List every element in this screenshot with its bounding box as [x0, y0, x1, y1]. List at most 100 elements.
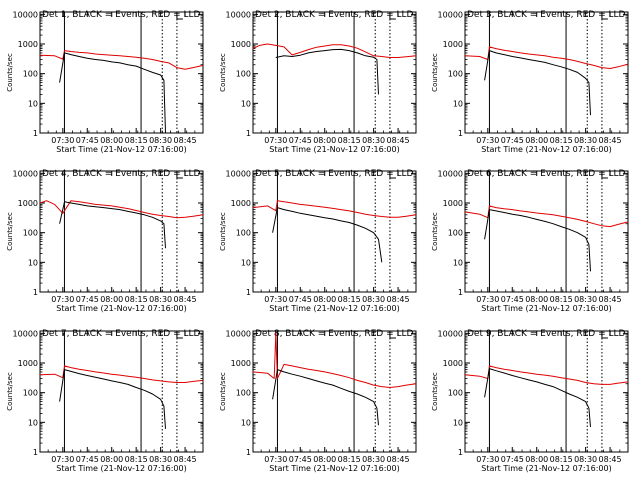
y-tick-label: 10	[28, 418, 38, 427]
interval-bracket	[389, 13, 396, 20]
x-tick-label: 08:00	[313, 455, 336, 464]
y-tick-label: 1	[33, 288, 38, 297]
x-tick-label: 07:45	[76, 455, 99, 464]
x-tick-label: 08:30	[362, 455, 385, 464]
lld-series-line	[464, 205, 629, 228]
x-tick-label: 07:45	[501, 136, 524, 145]
x-tick-label: 07:30	[264, 295, 287, 304]
events-series-line	[272, 369, 379, 426]
y-axis-label: Counts/sec	[431, 372, 439, 411]
interval-bracket	[601, 13, 608, 20]
y-tick-label: 10000	[438, 329, 463, 338]
events-series-line	[484, 368, 591, 427]
panel-title: Det 4, BLACK = Events, RED = LLD	[42, 169, 201, 179]
x-tick-label: 08:30	[362, 136, 385, 145]
x-tick-label: 08:45	[599, 455, 622, 464]
y-axis-label: Counts/sec	[219, 212, 227, 251]
x-tick-label: 08:15	[125, 455, 148, 464]
y-tick-label: 1	[458, 448, 463, 457]
y-tick-label: 10000	[438, 169, 463, 178]
y-tick-label: 100	[236, 229, 251, 238]
y-tick-label: 100	[448, 70, 463, 79]
x-tick-label: 07:45	[76, 295, 99, 304]
x-tick-label: 08:45	[174, 455, 197, 464]
y-axis-label: Counts/sec	[219, 372, 227, 411]
x-tick-label: 08:30	[149, 136, 172, 145]
events-series-line	[275, 48, 379, 95]
x-tick-label: 08:45	[599, 136, 622, 145]
x-tick-label: 08:30	[149, 295, 172, 304]
x-tick-label: 07:45	[501, 295, 524, 304]
x-axis-label: Start Time (21-Nov-12 07:16:00)	[56, 464, 186, 473]
panel-2: Det 2, BLACK = Events, RED = LLD 1 10 100 10…	[219, 10, 417, 154]
x-tick-label: 07:45	[289, 136, 312, 145]
x-tick-label: 08:15	[338, 455, 361, 464]
panel-4: Det 4, BLACK = Events, RED = LLD 1 10 100 10…	[6, 169, 204, 313]
x-tick-label: 08:15	[550, 136, 573, 145]
panel-title: Det 6, BLACK = Events, RED = LLD	[467, 169, 626, 179]
x-tick-label: 07:30	[51, 136, 74, 145]
x-tick-label: 07:30	[476, 295, 499, 304]
x-tick-label: 08:30	[574, 136, 597, 145]
y-tick-label: 100	[23, 389, 38, 398]
y-tick-label: 1000	[18, 199, 38, 208]
y-tick-label: 1	[458, 288, 463, 297]
y-axis-label: Counts/sec	[219, 53, 227, 92]
x-tick-label: 08:15	[338, 136, 361, 145]
x-tick-label: 07:45	[289, 455, 312, 464]
x-axis-label: Start Time (21-Nov-12 07:16:00)	[481, 304, 611, 313]
x-tick-label: 08:00	[100, 455, 123, 464]
y-tick-label: 10000	[13, 329, 38, 338]
x-tick-label: 08:00	[313, 136, 336, 145]
y-tick-label: 100	[236, 389, 251, 398]
y-tick-label: 100	[23, 229, 38, 238]
x-axis-label: Start Time (21-Nov-12 07:16:00)	[269, 304, 399, 313]
x-tick-label: 08:45	[387, 295, 410, 304]
lld-series-line	[464, 46, 629, 69]
y-axis-label: Counts/sec	[431, 212, 439, 251]
x-tick-label: 08:00	[525, 136, 548, 145]
x-tick-label: 07:45	[289, 295, 312, 304]
panel-7: Det 7, BLACK = Events, RED = LLD 1 10 100 10…	[6, 329, 204, 473]
interval-bracket	[176, 13, 183, 20]
y-tick-label: 1	[246, 129, 251, 138]
panel-title: Det 7, BLACK = Events, RED = LLD	[42, 329, 201, 339]
x-tick-label: 07:45	[76, 136, 99, 145]
x-tick-label: 07:30	[51, 295, 74, 304]
x-tick-label: 08:00	[100, 136, 123, 145]
y-tick-label: 100	[23, 70, 38, 79]
lld-series-line	[39, 50, 204, 70]
lld-series-line	[464, 365, 629, 385]
x-tick-label: 08:30	[362, 295, 385, 304]
events-series-line	[484, 50, 591, 116]
panel-title: Det 9, BLACK = Events, RED = LLD	[467, 329, 626, 339]
interval-bracket	[389, 332, 396, 339]
x-tick-label: 08:45	[387, 455, 410, 464]
y-tick-label: 1000	[18, 359, 38, 368]
y-tick-label: 10	[241, 418, 251, 427]
y-tick-label: 10000	[13, 10, 38, 19]
panel-title: Det 2, BLACK = Events, RED = LLD	[255, 10, 414, 20]
panel-1: Det 1, BLACK = Events, RED = LLD 1 10 100 10…	[6, 10, 204, 154]
x-tick-label: 08:30	[149, 455, 172, 464]
y-tick-label: 1	[458, 129, 463, 138]
x-tick-label: 07:45	[501, 455, 524, 464]
y-tick-label: 10	[453, 99, 463, 108]
lld-series-line	[252, 332, 417, 388]
lld-series-line	[252, 43, 417, 58]
interval-bracket	[176, 332, 183, 339]
x-tick-label: 08:00	[525, 455, 548, 464]
x-tick-label: 08:45	[387, 136, 410, 145]
x-tick-label: 08:15	[125, 136, 148, 145]
x-tick-label: 08:45	[599, 295, 622, 304]
y-tick-label: 10	[241, 99, 251, 108]
x-tick-label: 08:30	[574, 455, 597, 464]
lld-series-line	[252, 200, 417, 218]
y-tick-label: 10000	[226, 169, 251, 178]
panel-title: Det 1, BLACK = Events, RED = LLD	[42, 10, 201, 20]
interval-bracket	[601, 332, 608, 339]
x-tick-label: 07:30	[264, 455, 287, 464]
y-axis-label: Counts/sec	[431, 53, 439, 92]
x-tick-label: 08:30	[574, 295, 597, 304]
